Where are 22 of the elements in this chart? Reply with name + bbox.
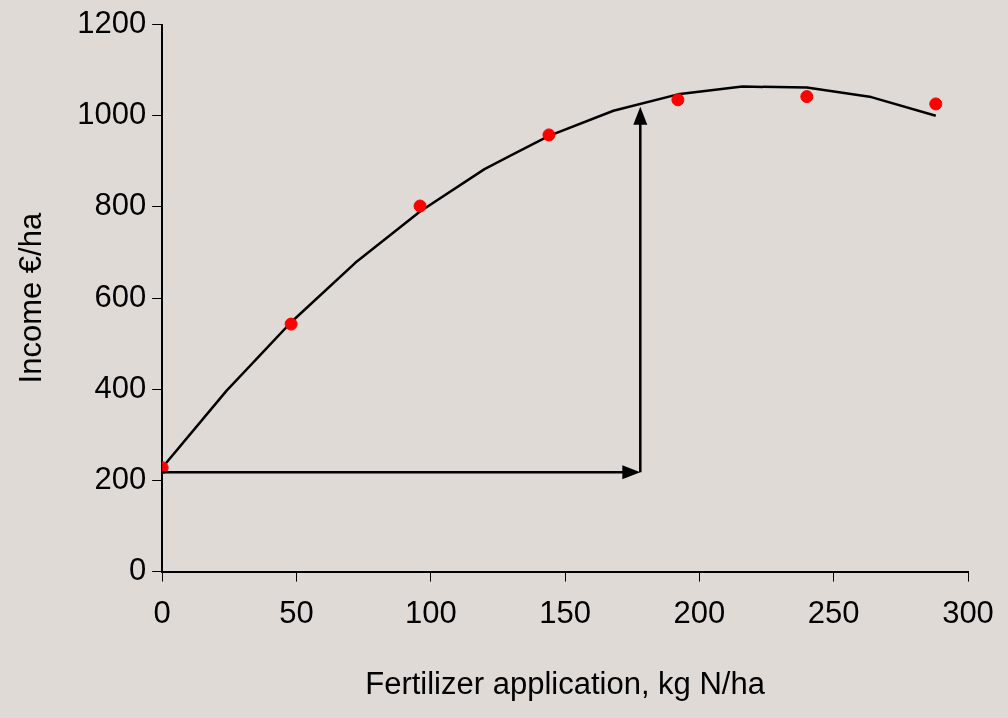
x-axis-title: Fertilizer application, kg N/ha bbox=[365, 665, 766, 701]
y-axis-title: Income €/ha bbox=[13, 212, 49, 384]
point bbox=[800, 90, 814, 104]
x-tick-label: 50 bbox=[279, 594, 314, 630]
y-tick-label: 1000 bbox=[77, 96, 147, 132]
y-tick-label: 600 bbox=[94, 278, 147, 314]
x-tick-label: 0 bbox=[153, 594, 171, 630]
x-tick-label: 150 bbox=[539, 594, 591, 630]
point bbox=[413, 199, 427, 213]
x-tick-label: 100 bbox=[404, 594, 457, 630]
x-tick-label: 250 bbox=[807, 594, 860, 630]
y-tick-label: 0 bbox=[128, 552, 147, 588]
point bbox=[284, 317, 298, 331]
point bbox=[671, 93, 685, 107]
x-tick-label: 300 bbox=[942, 594, 994, 630]
point bbox=[542, 128, 556, 142]
y-tick-label: 800 bbox=[94, 187, 147, 223]
y-tick-label: 200 bbox=[94, 460, 147, 496]
x-tick-label: 200 bbox=[673, 594, 726, 630]
y-tick-label: 1200 bbox=[77, 5, 147, 41]
point bbox=[929, 97, 943, 111]
y-tick-label: 400 bbox=[94, 369, 147, 405]
